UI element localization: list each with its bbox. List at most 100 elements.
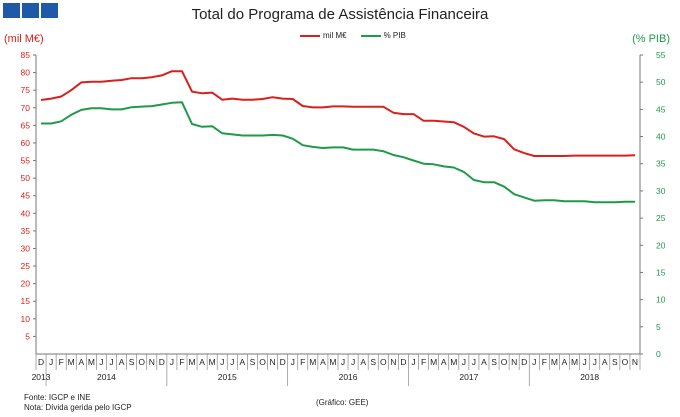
month-tick-label: A: [602, 357, 608, 367]
month-tick-label: M: [329, 357, 336, 367]
left-axis-tick-label: 55: [21, 156, 31, 166]
left-axis-tick-label: 15: [21, 296, 31, 306]
month-tick-label: J: [462, 357, 466, 367]
right-axis-tick-label: 0: [656, 349, 661, 359]
month-tick-label: F: [179, 357, 184, 367]
month-tick-label: M: [209, 357, 216, 367]
year-tick-label: 2016: [339, 372, 358, 382]
month-tick-label: A: [481, 357, 487, 367]
right-axis-tick-label: 15: [656, 267, 666, 277]
legend-swatch-series2: [360, 34, 381, 37]
legend-item-series2: % PIB: [360, 31, 406, 40]
series-line-mil-meur: [40, 70, 636, 157]
month-tick-label: M: [551, 357, 558, 367]
left-axis-tick-label: 45: [21, 191, 31, 201]
right-axis-tick-label: 25: [656, 213, 666, 223]
month-tick-label: A: [320, 357, 326, 367]
year-tick-label: 2018: [580, 372, 599, 382]
month-tick-label: N: [269, 357, 275, 367]
left-axis-tick-label: 80: [21, 68, 31, 78]
left-axis-tick-label: 50: [21, 173, 31, 183]
month-tick-label: D: [521, 357, 527, 367]
month-tick-label: J: [411, 357, 415, 367]
month-tick-label: S: [250, 357, 256, 367]
month-tick-label: J: [351, 357, 355, 367]
year-tick-label: 2014: [97, 372, 116, 382]
left-axis-tick-label: 85: [21, 50, 31, 60]
data-note: Nota: Dívida gerida pelo IGCP: [24, 403, 132, 412]
month-tick-label: M: [88, 357, 95, 367]
left-axis-tick-label: 75: [21, 85, 31, 95]
month-tick-label: S: [612, 357, 618, 367]
month-tick-label: D: [400, 357, 406, 367]
month-tick-label: M: [430, 357, 437, 367]
month-tick-label: J: [230, 357, 234, 367]
left-axis-tick-label: 60: [21, 138, 31, 148]
month-tick-label: J: [109, 357, 113, 367]
month-tick-label: J: [593, 357, 597, 367]
left-axis-tick-label: 20: [21, 279, 31, 289]
month-tick-label: F: [542, 357, 547, 367]
month-tick-label: A: [119, 357, 125, 367]
right-axis-tick-label: 50: [656, 77, 666, 87]
month-tick-label: N: [511, 357, 517, 367]
left-axis-tick-label: 40: [21, 208, 31, 218]
month-tick-label: F: [421, 357, 426, 367]
month-tick-label: M: [68, 357, 75, 367]
month-tick-label: J: [220, 357, 224, 367]
month-tick-label: J: [532, 357, 536, 367]
logo-block: [22, 3, 39, 18]
month-tick-label: A: [199, 357, 205, 367]
right-axis-tick-label: 10: [656, 295, 666, 305]
legend-label-series1: mil M€: [323, 31, 347, 40]
chart-credit: (Gráfico: GEE): [316, 398, 369, 407]
month-tick-label: M: [450, 357, 457, 367]
left-axis-tick-label: 10: [21, 314, 31, 324]
year-tick-label: 2015: [218, 372, 237, 382]
month-tick-label: M: [188, 357, 195, 367]
month-tick-label: A: [441, 357, 447, 367]
legend: mil M€ % PIB: [300, 31, 406, 40]
left-axis-unit: (mil M€): [4, 33, 44, 45]
month-tick-label: O: [380, 357, 387, 367]
right-axis-tick-label: 55: [656, 50, 666, 60]
left-axis-tick-label: 30: [21, 243, 31, 253]
month-tick-label: N: [632, 357, 638, 367]
logo: [3, 3, 58, 18]
month-tick-label: D: [38, 357, 44, 367]
month-tick-label: M: [309, 357, 316, 367]
legend-swatch-series1: [300, 34, 320, 37]
month-tick-label: D: [159, 357, 165, 367]
month-tick-label: F: [300, 357, 305, 367]
month-tick-label: J: [341, 357, 345, 367]
year-tick-label: 2017: [459, 372, 478, 382]
month-tick-label: A: [240, 357, 246, 367]
month-tick-label: O: [501, 357, 508, 367]
right-axis-tick-label: 30: [656, 186, 666, 196]
month-tick-label: S: [370, 357, 376, 367]
right-axis-tick-label: 40: [656, 132, 666, 142]
month-tick-label: N: [390, 357, 396, 367]
month-tick-label: J: [99, 357, 103, 367]
month-tick-label: S: [491, 357, 497, 367]
month-tick-label: J: [472, 357, 476, 367]
month-tick-label: O: [259, 357, 266, 367]
left-axis-tick-label: 5: [25, 331, 30, 341]
month-tick-label: A: [562, 357, 568, 367]
month-tick-label: A: [78, 357, 84, 367]
left-axis-tick-label: 25: [21, 261, 31, 271]
right-axis-unit: (% PIB): [632, 33, 670, 45]
month-tick-label: O: [138, 357, 145, 367]
logo-block: [3, 3, 20, 18]
month-tick-label: J: [49, 357, 53, 367]
legend-label-series2: % PIB: [383, 31, 406, 40]
right-axis-tick-label: 5: [656, 322, 661, 332]
month-tick-label: S: [129, 357, 135, 367]
month-tick-label: J: [170, 357, 174, 367]
year-tick-label: 2013: [32, 372, 51, 382]
month-tick-label: N: [149, 357, 155, 367]
month-tick-label: D: [280, 357, 286, 367]
left-axis-tick-label: 70: [21, 103, 31, 113]
month-tick-label: J: [291, 357, 295, 367]
source-note: Fonte: IGCP e INE: [24, 393, 91, 402]
